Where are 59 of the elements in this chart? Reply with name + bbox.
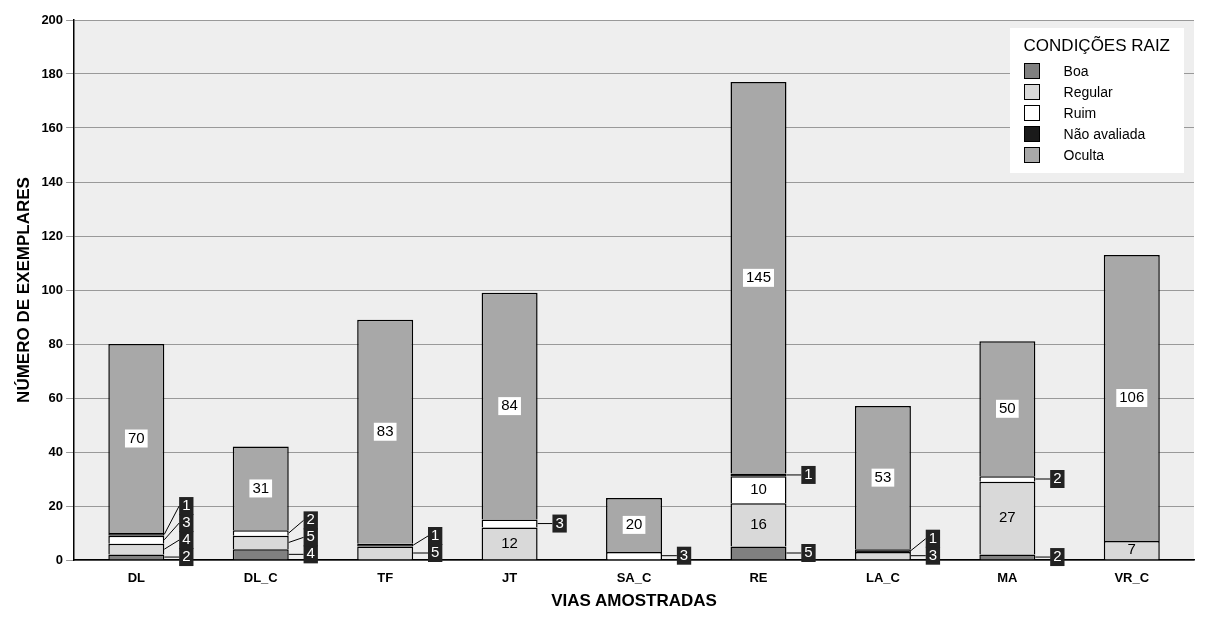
legend-title: CONDIÇÕES RAIZ — [1023, 36, 1170, 56]
legend-label: Não avaliada — [1063, 125, 1146, 142]
data-label: 4 — [182, 530, 191, 548]
data-label: 1 — [431, 526, 440, 544]
data-label: 3 — [182, 513, 191, 531]
x-tick-label: RE — [749, 570, 768, 586]
data-label: 145 — [745, 267, 771, 285]
x-tick-label: SA_C — [616, 570, 652, 586]
y-tick-label: 120 — [41, 227, 64, 243]
x-tick-label: LA_C — [865, 570, 901, 586]
x-tick-label: TF — [377, 570, 394, 586]
y-tick-label: 180 — [41, 65, 64, 81]
y-axis-title: NÚMERO DE EXEMPLARES — [13, 177, 33, 403]
legend-label: Ruim — [1063, 104, 1097, 121]
x-axis-title: VIAS AMOSTRADAS — [551, 591, 717, 611]
legend-label: Boa — [1063, 62, 1089, 79]
data-label: 84 — [501, 396, 518, 414]
data-label: 27 — [999, 508, 1016, 526]
data-label: 4 — [306, 544, 315, 562]
y-tick-label: 60 — [48, 389, 64, 405]
legend-label: Regular — [1063, 83, 1113, 100]
data-label: 70 — [127, 428, 145, 446]
data-label: 5 — [431, 543, 440, 561]
x-tick-label: JT — [502, 570, 518, 586]
data-label: 20 — [625, 515, 643, 533]
legend-label: Oculta — [1063, 146, 1105, 163]
data-label: 1 — [804, 465, 813, 483]
data-label: 10 — [750, 479, 767, 497]
data-label: 16 — [750, 515, 767, 533]
data-label: 5 — [804, 543, 813, 561]
data-label: 5 — [306, 527, 315, 545]
x-tick-label: MA — [997, 570, 1019, 586]
x-tick-label: VR_C — [1114, 570, 1150, 586]
x-tick-label: DL — [127, 570, 146, 586]
y-tick-label: 160 — [41, 119, 64, 135]
y-tick-label: 40 — [48, 443, 64, 459]
data-label: 1 — [928, 528, 938, 546]
y-tick-label: 200 — [41, 11, 64, 27]
y-tick-label: 140 — [41, 173, 64, 189]
data-label: 3 — [928, 545, 938, 563]
data-label: 2 — [306, 510, 315, 528]
y-tick-label: 20 — [48, 497, 64, 513]
data-label: 50 — [999, 398, 1016, 416]
data-label: 2 — [1053, 547, 1062, 565]
data-label: 2 — [182, 547, 191, 565]
data-label: 3 — [555, 513, 564, 531]
data-label: 7 — [1127, 540, 1136, 558]
x-tick-label: DL_C — [243, 570, 279, 586]
data-label: 2 — [1053, 469, 1062, 487]
data-label: 106 — [1119, 388, 1145, 406]
data-label: 83 — [376, 421, 394, 439]
data-label: 53 — [874, 467, 892, 485]
data-label: 1 — [182, 496, 191, 514]
y-tick-label: 100 — [41, 281, 64, 297]
y-tick-label: 80 — [48, 335, 64, 351]
data-label: 12 — [501, 533, 518, 551]
data-label: 31 — [252, 478, 270, 496]
y-tick-label: 0 — [55, 551, 64, 567]
data-label: 3 — [679, 545, 689, 563]
